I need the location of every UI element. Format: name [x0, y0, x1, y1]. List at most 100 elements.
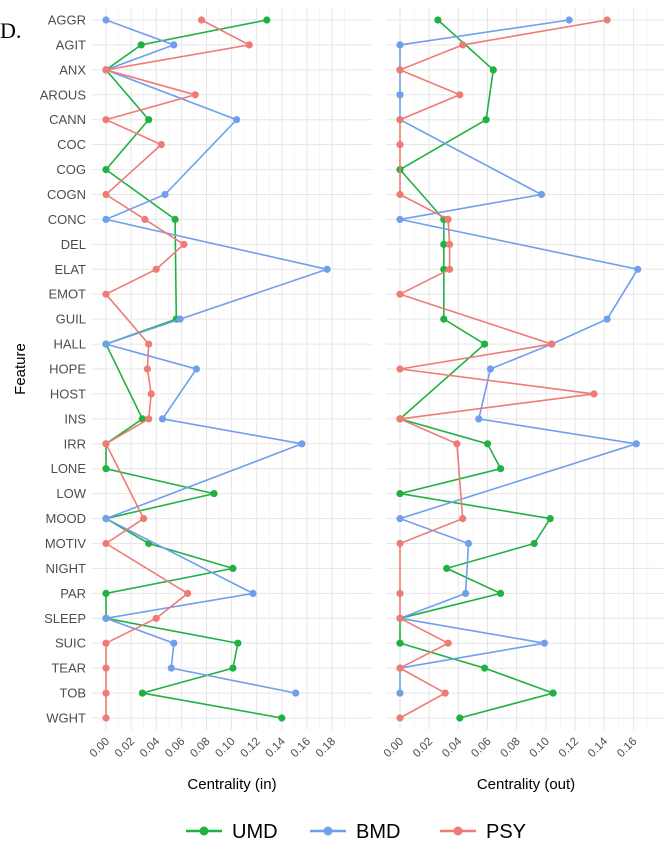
- feature-label-night: NIGHT: [46, 561, 87, 576]
- point-umd-guil-out: [440, 315, 448, 323]
- point-bmd-guil-in: [176, 315, 184, 323]
- point-bmd-suic-in: [170, 639, 178, 647]
- point-psy-motiv-in: [102, 539, 110, 548]
- point-psy-arous-in: [191, 91, 199, 99]
- feature-label-emot: EMOT: [48, 287, 86, 302]
- point-psy-motiv-out: [396, 539, 404, 548]
- point-umd-agit-in: [137, 41, 145, 49]
- x-tick-label-out: 0.14: [586, 735, 611, 760]
- point-umd-night-out: [443, 564, 451, 573]
- feature-label-elat: ELAT: [54, 262, 86, 277]
- x-tick-label-out: 0.08: [498, 736, 522, 760]
- point-bmd-conc-in: [102, 215, 110, 223]
- point-umd-wght-in: [278, 714, 286, 722]
- point-umd-tear-out: [481, 664, 489, 672]
- legend-label-umd: UMD: [232, 821, 278, 843]
- point-bmd-mood-in: [102, 515, 110, 523]
- point-psy-tear-out: [396, 664, 404, 672]
- point-umd-cann-in: [145, 116, 153, 124]
- feature-label-tear: TEAR: [51, 661, 86, 676]
- legend-marker-umd: [199, 826, 209, 836]
- feature-label-wght: WGHT: [46, 711, 86, 726]
- legend-item-psy: PSY: [440, 821, 526, 843]
- feature-label-aggr: AGGR: [48, 13, 86, 28]
- series-bmd-in: [102, 16, 331, 697]
- point-psy-coc-in: [157, 141, 165, 149]
- point-psy-emot-in: [102, 290, 110, 298]
- feature-label-motiv: MOTIV: [45, 536, 86, 551]
- point-psy-ins-in: [145, 415, 153, 423]
- point-bmd-agit-in: [170, 41, 178, 49]
- x-tick-label-in: 0.06: [163, 736, 187, 760]
- point-psy-agit-out: [459, 41, 467, 49]
- x-tick-label-in: 0.18: [314, 736, 338, 760]
- feature-label-hall: HALL: [53, 337, 86, 352]
- feature-label-host: HOST: [50, 386, 86, 401]
- point-psy-ins-out: [396, 415, 404, 423]
- point-umd-suic-in: [234, 639, 242, 647]
- point-bmd-tob-out: [396, 689, 404, 697]
- point-psy-host-out: [590, 390, 598, 398]
- point-umd-cann-out: [482, 116, 490, 124]
- feature-label-low: LOW: [56, 486, 86, 501]
- feature-label-cogn: COGN: [47, 187, 86, 202]
- point-psy-host-in: [147, 390, 155, 398]
- x-tick-label-out: 0.02: [411, 736, 435, 760]
- feature-label-irr: IRR: [64, 436, 86, 451]
- left-panel-in-centrality: 0.00 0.02 0.04 0.06 0.08 0.10 0.12 0.14 0.16 0.18…: [88, 8, 372, 793]
- x-tick-label-in: 0.02: [113, 736, 137, 760]
- point-bmd-motiv-out: [464, 539, 473, 548]
- point-psy-conc-out: [444, 215, 452, 223]
- point-psy-anx-out: [396, 66, 404, 74]
- x-tick-label-in: 0.10: [213, 736, 237, 760]
- x-tick-label-in: 0.00: [88, 736, 112, 760]
- point-umd-par-in: [102, 589, 110, 598]
- point-psy-conc-in: [141, 215, 149, 223]
- series-line-umd-out: [398, 19, 556, 719]
- point-psy-elat-in: [152, 265, 160, 273]
- point-psy-arous-out: [456, 91, 464, 99]
- legend-marker-bmd: [323, 826, 333, 836]
- point-umd-suic-out: [396, 639, 404, 647]
- point-bmd-aggr-out: [565, 16, 573, 24]
- point-psy-cogn-out: [396, 190, 404, 199]
- legend-label-bmd: BMD: [356, 821, 400, 843]
- point-umd-wght-out: [456, 714, 464, 722]
- point-bmd-aggr-in: [102, 16, 110, 24]
- point-psy-par-in: [184, 589, 192, 598]
- point-psy-cogn-in: [102, 190, 110, 199]
- legend-item-umd: UMD: [186, 821, 278, 843]
- legend-marker-psy: [453, 826, 463, 836]
- x-tick-label-out: 0.10: [528, 736, 552, 760]
- point-bmd-conc-out: [396, 215, 404, 223]
- feature-label-anx: ANX: [59, 62, 86, 77]
- point-umd-par-out: [497, 589, 505, 598]
- point-bmd-mood-out: [396, 515, 404, 523]
- series-line-psy-out: [397, 19, 608, 719]
- point-bmd-guil-out: [603, 315, 611, 323]
- point-umd-lone-in: [102, 465, 110, 473]
- point-umd-tear-in: [229, 664, 237, 672]
- point-bmd-tear-in: [167, 664, 175, 672]
- series-line-bmd-in: [102, 19, 331, 694]
- point-bmd-agit-out: [396, 41, 404, 49]
- point-psy-cann-in: [102, 116, 110, 124]
- point-umd-aggr-in: [263, 16, 271, 24]
- point-umd-lone-out: [497, 465, 505, 473]
- series-line-psy-in: [103, 19, 252, 718]
- point-bmd-ins-in: [158, 415, 167, 423]
- x-tick-label-out: 0.04: [440, 735, 465, 760]
- point-bmd-hope-in: [192, 365, 200, 373]
- feature-label-agit: AGIT: [56, 37, 86, 52]
- feature-label-hope: HOPE: [49, 362, 86, 377]
- x-tick-label-in: 0.14: [264, 735, 289, 760]
- x-tick-label-in: 0.16: [289, 736, 313, 760]
- feature-label-cog: COG: [56, 162, 86, 177]
- point-umd-conc-in: [171, 215, 179, 223]
- point-umd-mood-out: [546, 515, 554, 523]
- point-umd-cog-in: [102, 166, 110, 174]
- point-psy-elat-out: [446, 265, 454, 273]
- feature-label-par: PAR: [60, 586, 86, 601]
- point-bmd-suic-out: [540, 639, 549, 647]
